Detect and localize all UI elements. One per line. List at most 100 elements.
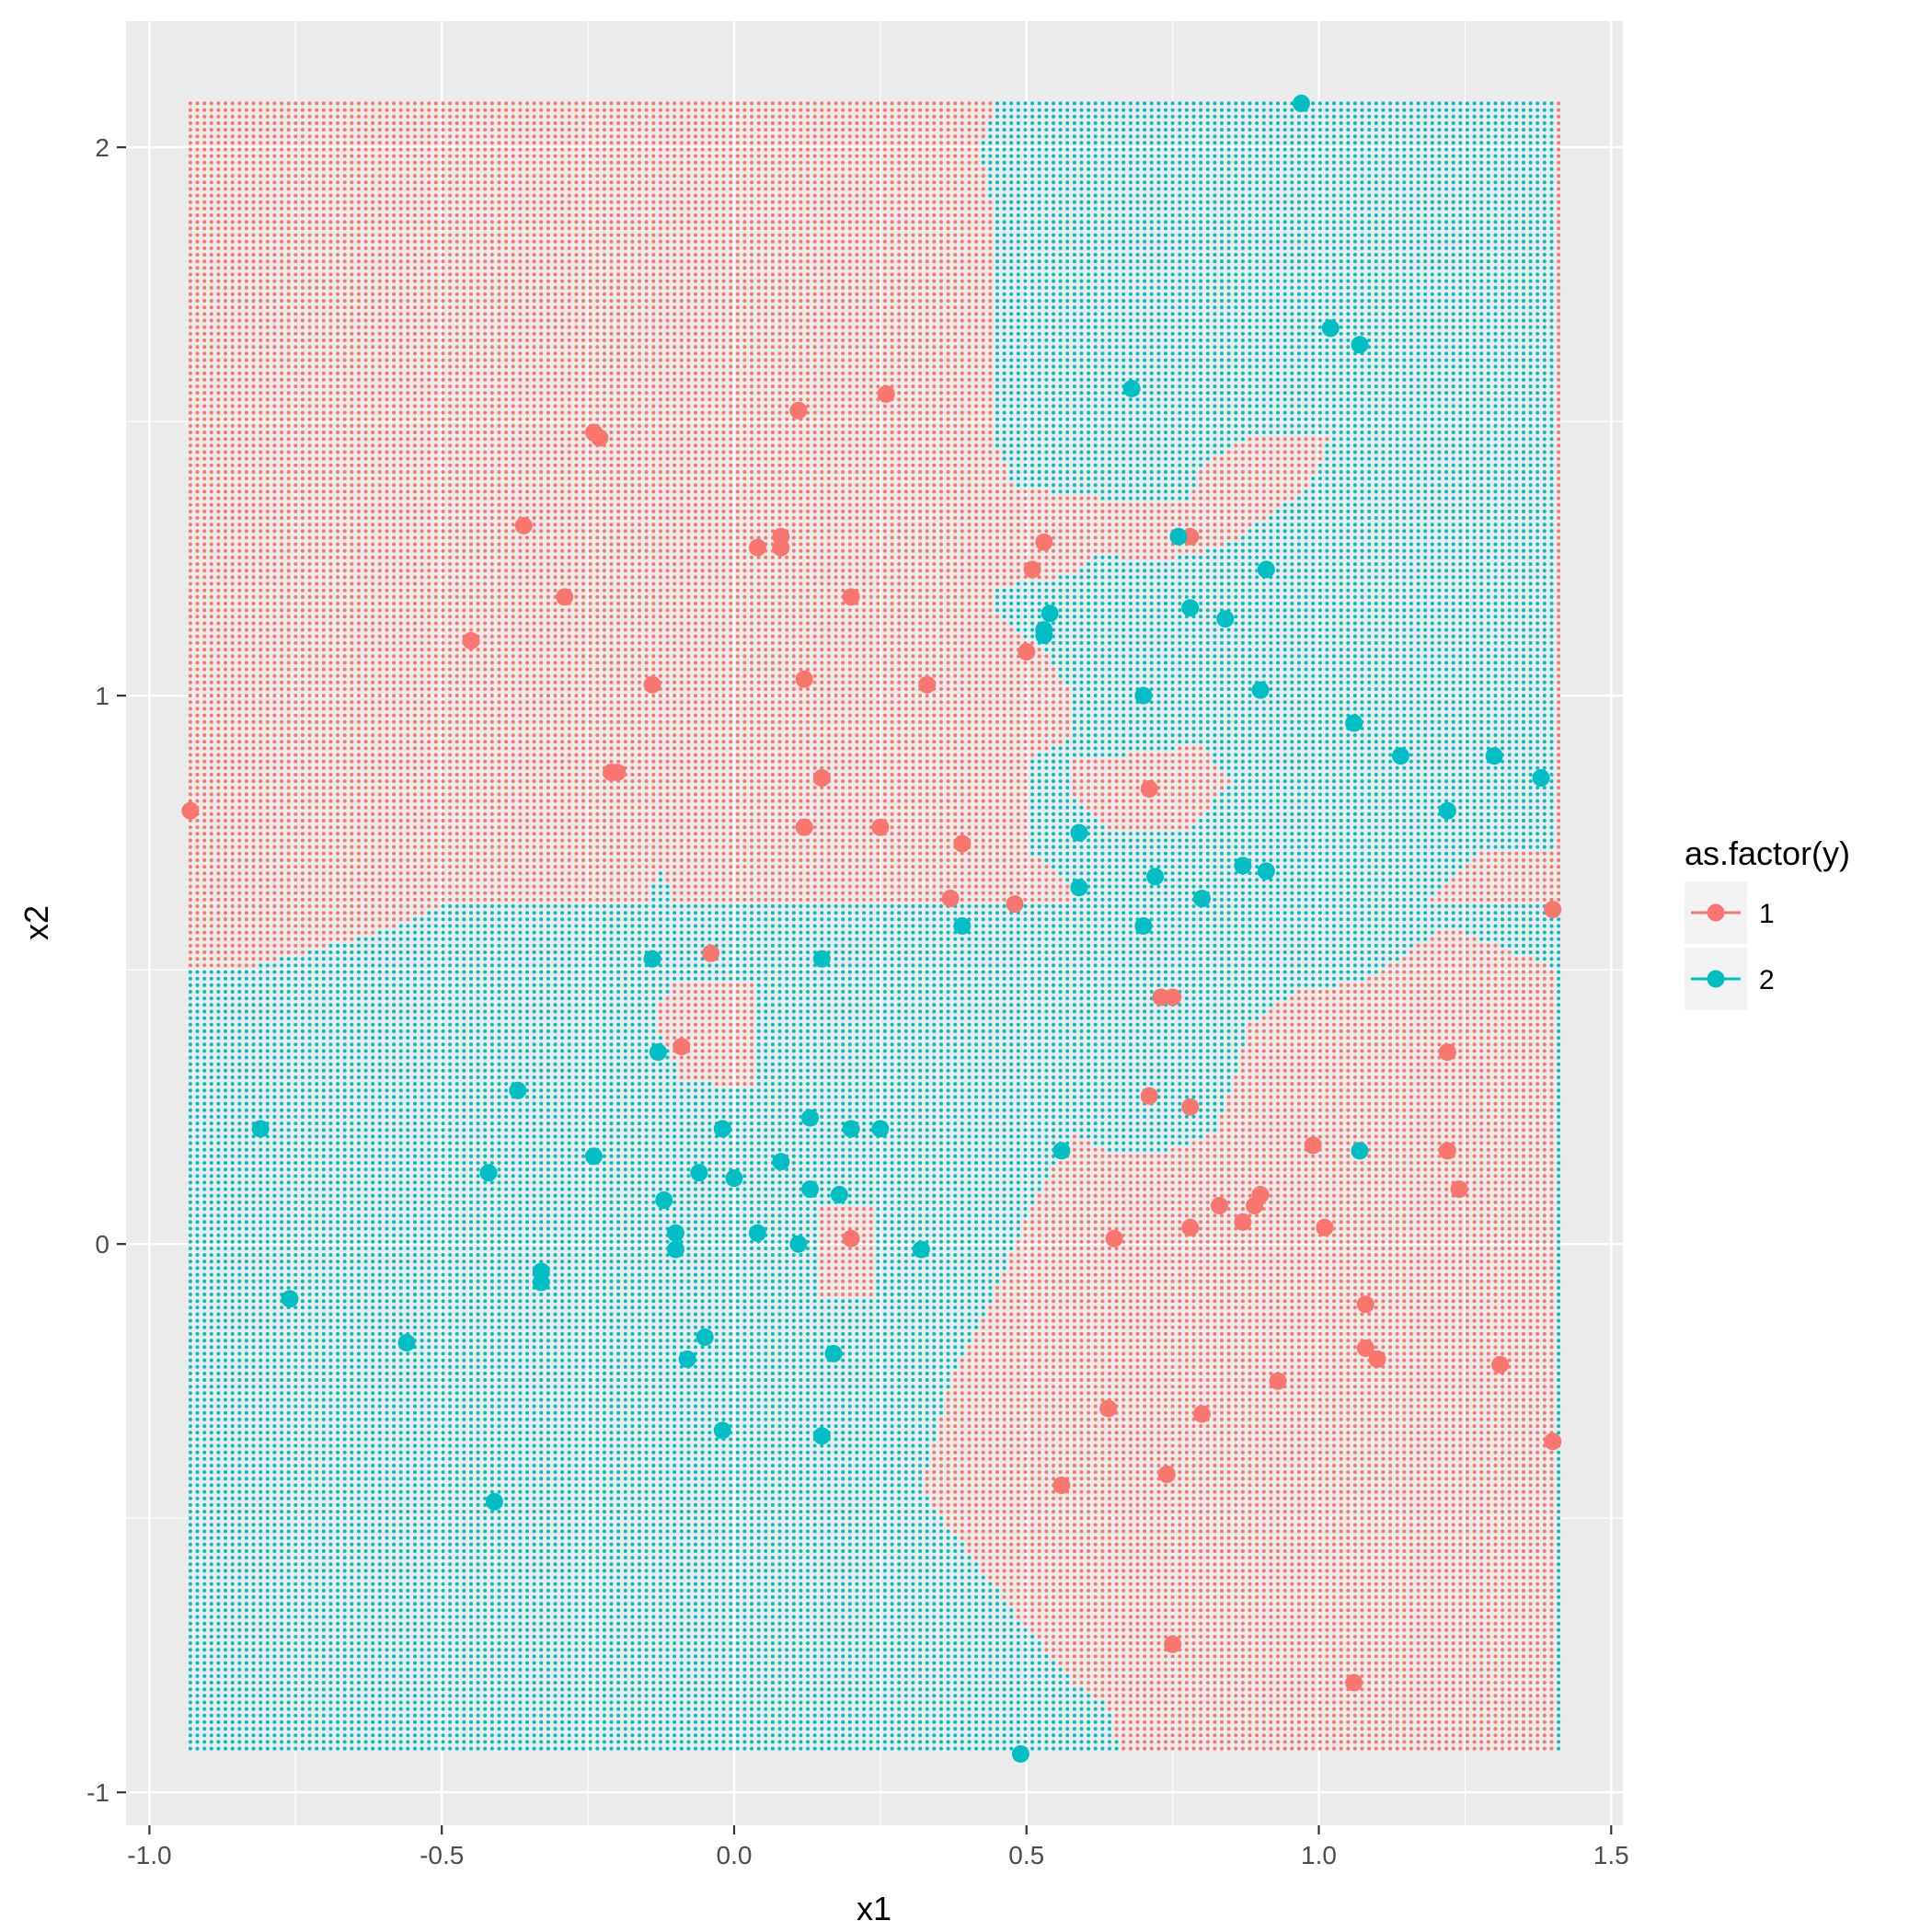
data-point-class-2	[696, 1328, 714, 1347]
data-point-class-1	[1234, 1213, 1252, 1231]
data-point-class-2	[1134, 916, 1153, 935]
data-point-class-1	[1192, 1405, 1211, 1423]
data-point-class-2	[1234, 857, 1252, 875]
data-point-class-2	[643, 949, 661, 968]
data-point-class-2	[666, 1240, 684, 1259]
data-point-class-1	[1105, 1229, 1123, 1248]
data-point-class-2	[1070, 823, 1088, 842]
data-point-class-2	[953, 916, 972, 935]
data-point-class-2	[1351, 1142, 1369, 1160]
data-point-class-1	[795, 818, 813, 836]
data-point-class-1	[1368, 1350, 1386, 1368]
data-point-class-1	[1035, 533, 1053, 551]
data-point-class-2	[1391, 747, 1409, 765]
y-axis: -1 0 1 2	[86, 133, 126, 1807]
data-point-class-2	[532, 1273, 550, 1292]
data-point-class-1	[1164, 988, 1182, 1006]
data-point-class-2	[713, 1421, 731, 1440]
data-point-class-1	[1164, 1635, 1182, 1653]
data-point-class-1	[941, 890, 960, 908]
data-point-class-2	[1532, 769, 1550, 788]
data-point-class-2	[678, 1350, 696, 1368]
data-point-class-2	[748, 1224, 766, 1242]
data-point-class-2	[871, 1120, 890, 1138]
data-point-class-1	[1438, 1142, 1456, 1160]
data-point-class-2	[812, 1427, 831, 1445]
decision-region-class-1	[188, 101, 1561, 1751]
data-point-class-2	[251, 1120, 270, 1138]
data-point-class-1	[1052, 1476, 1071, 1494]
data-point-class-2	[1251, 681, 1270, 699]
y-tick-label: 0	[95, 1230, 109, 1259]
data-point-class-2	[912, 1240, 930, 1259]
data-point-class-1	[1181, 1218, 1200, 1236]
x-tick-label: 0.0	[717, 1841, 753, 1869]
data-point-class-2	[801, 1180, 820, 1199]
data-point-class-1	[1450, 1180, 1468, 1199]
data-point-class-1	[556, 588, 574, 606]
data-point-class-2	[812, 949, 831, 968]
data-point-class-1	[1140, 1087, 1158, 1105]
data-point-class-1	[702, 944, 720, 962]
data-point-class-2	[649, 1043, 667, 1062]
data-point-class-1	[795, 670, 813, 688]
data-point-class-1	[1006, 895, 1024, 914]
data-point-class-2	[1181, 599, 1200, 617]
data-point-class-1	[608, 764, 627, 782]
data-point-class-2	[655, 1191, 673, 1210]
y-tick-label: -1	[86, 1778, 109, 1807]
data-point-class-1	[772, 527, 790, 546]
data-point-class-1	[1345, 1673, 1363, 1692]
x-tick-label: 1.0	[1301, 1841, 1337, 1869]
data-point-class-1	[1438, 1043, 1456, 1062]
data-point-class-2	[1146, 868, 1165, 886]
legend: as.factor(y) 12	[1685, 834, 1850, 1010]
data-point-class-1	[1181, 1098, 1200, 1116]
plot-panel	[126, 21, 1623, 1825]
x-axis: -1.0 -0.5 0.0 0.5 1.0 1.5	[127, 1825, 1629, 1869]
data-point-class-2	[1257, 862, 1275, 880]
decision-region-grid	[188, 101, 1561, 1751]
data-point-class-1	[877, 385, 895, 403]
data-point-class-2	[824, 1344, 843, 1363]
data-point-class-1	[1140, 779, 1158, 798]
legend-keys: 12	[1685, 881, 1775, 1010]
x-tick-label: 0.5	[1008, 1841, 1044, 1869]
data-point-class-2	[830, 1186, 848, 1204]
data-point-class-1	[462, 632, 480, 650]
data-point-class-2	[1070, 879, 1088, 897]
data-point-class-2	[725, 1169, 743, 1188]
y-tick-label: 2	[95, 133, 109, 162]
data-point-class-2	[397, 1333, 416, 1351]
data-point-class-1	[953, 834, 972, 853]
data-point-class-2	[1257, 560, 1275, 579]
data-point-class-1	[1544, 1432, 1562, 1451]
data-point-class-1	[748, 538, 766, 557]
x-tick-label: -1.0	[127, 1841, 171, 1869]
data-point-class-2	[1011, 1745, 1029, 1764]
data-point-class-2	[1052, 1142, 1071, 1160]
x-axis-title: x1	[857, 1890, 891, 1927]
data-point-class-2	[1351, 336, 1369, 354]
data-point-class-1	[1018, 642, 1036, 661]
data-point-class-1	[1099, 1399, 1118, 1418]
data-point-class-1	[514, 516, 533, 535]
data-point-class-2	[1485, 747, 1503, 765]
decision-region-class-2	[188, 101, 1561, 1751]
data-point-class-2	[1216, 610, 1235, 628]
data-point-class-2	[485, 1492, 503, 1511]
data-point-class-2	[1035, 627, 1053, 645]
data-point-class-1	[842, 1229, 860, 1248]
data-point-class-1	[1023, 560, 1041, 579]
data-point-class-2	[789, 1235, 808, 1253]
data-point-class-2	[666, 1224, 684, 1242]
data-point-class-2	[1122, 379, 1141, 397]
data-point-class-2	[772, 1153, 790, 1171]
data-point-class-1	[789, 401, 808, 420]
data-point-class-2	[1292, 94, 1310, 112]
data-point-class-1	[1356, 1295, 1374, 1314]
data-point-class-1	[1269, 1372, 1287, 1390]
data-point-class-1	[842, 588, 860, 606]
data-point-class-1	[1544, 901, 1562, 919]
